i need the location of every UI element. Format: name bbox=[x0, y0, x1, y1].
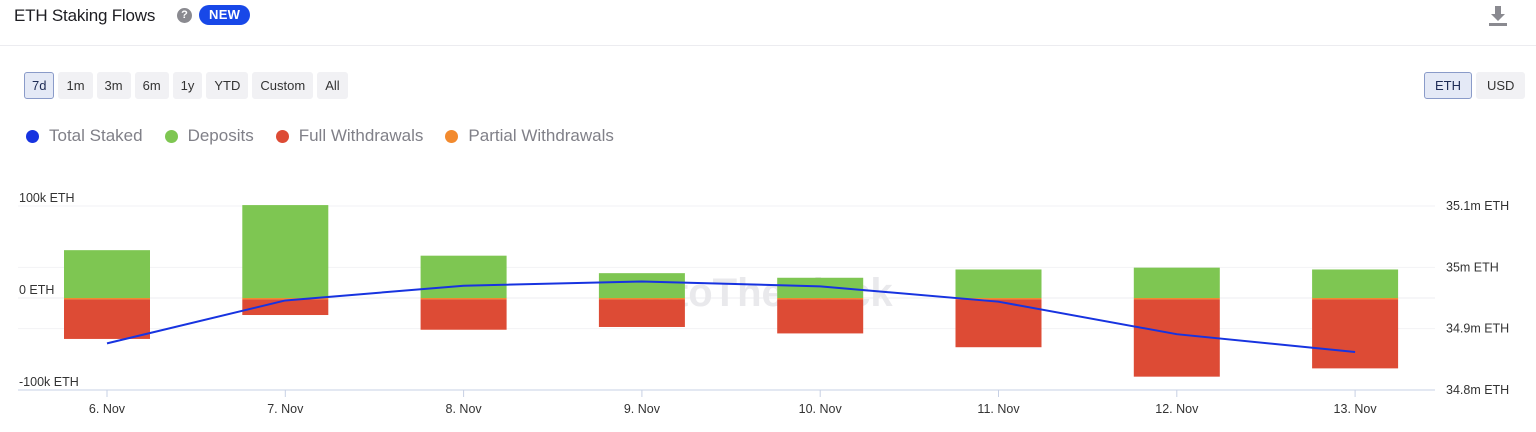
left-axis-label: 0 ETH bbox=[19, 283, 54, 297]
chart-header: ETH Staking Flows ? NEW bbox=[0, 0, 1536, 46]
deposit-bar bbox=[777, 277, 864, 298]
range-button-6m[interactable]: 6m bbox=[134, 72, 169, 99]
x-tick-label: 13. Nov bbox=[1334, 402, 1378, 416]
partial-withdrawal-bar bbox=[1312, 298, 1399, 300]
deposit-bar bbox=[955, 269, 1042, 298]
partial-withdrawal-bar bbox=[420, 298, 507, 300]
x-tick-label: 8. Nov bbox=[446, 402, 483, 416]
right-axis-label: 34.9m ETH bbox=[1446, 322, 1509, 336]
deposit-bar bbox=[64, 250, 150, 298]
unit-selector: ETH USD bbox=[1424, 72, 1526, 99]
legend-marker bbox=[445, 129, 459, 143]
help-icon[interactable]: ? bbox=[177, 8, 192, 23]
x-tick-label: 6. Nov bbox=[89, 402, 126, 416]
range-button-all[interactable]: All bbox=[317, 72, 348, 99]
range-button-1m[interactable]: 1m bbox=[58, 72, 93, 99]
deposit-bar bbox=[1133, 267, 1220, 298]
legend-label: Deposits bbox=[187, 126, 254, 145]
legend-label: Total Staked bbox=[49, 126, 143, 145]
download-icon[interactable] bbox=[1488, 5, 1508, 27]
right-axis-label: 35m ETH bbox=[1446, 260, 1499, 274]
partial-withdrawal-bar bbox=[1133, 298, 1220, 300]
total-staked-line bbox=[106, 280, 1356, 353]
range-button-ytd[interactable]: YTD bbox=[206, 72, 249, 99]
legend-item-deposits[interactable]: Deposits bbox=[164, 126, 254, 146]
range-button-custom[interactable]: Custom bbox=[252, 72, 314, 99]
legend-item-full-withdrawals[interactable]: Full Withdrawals bbox=[275, 126, 424, 146]
legend-marker bbox=[275, 129, 289, 143]
left-axis-label: -100k ETH bbox=[19, 375, 79, 389]
legend-label: Full Withdrawals bbox=[298, 126, 424, 145]
legend-marker bbox=[26, 129, 39, 143]
x-tick-label: 7. Nov bbox=[267, 402, 304, 416]
x-tick-label: 12. Nov bbox=[1155, 402, 1199, 416]
legend-item-partial-withdrawals[interactable]: Partial Withdrawals bbox=[445, 126, 614, 146]
partial-withdrawal-bar bbox=[777, 298, 864, 300]
left-axis-label: 100k ETH bbox=[19, 191, 75, 205]
range-button-3m[interactable]: 3m bbox=[96, 72, 131, 99]
range-button-7d[interactable]: 7d bbox=[24, 72, 55, 99]
legend-item-total-staked[interactable]: Total Staked bbox=[26, 126, 143, 146]
full-withdrawal-bar bbox=[64, 299, 150, 339]
x-tick-label: 9. Nov bbox=[624, 402, 661, 416]
partial-withdrawal-bar bbox=[64, 298, 150, 300]
right-axis-label: 34.8m ETH bbox=[1446, 383, 1509, 397]
full-withdrawal-bar bbox=[1312, 299, 1399, 369]
partial-withdrawal-bar bbox=[242, 298, 329, 300]
legend-marker bbox=[164, 129, 178, 143]
deposit-bar bbox=[1312, 269, 1399, 298]
deposit-bar bbox=[420, 255, 507, 298]
full-withdrawal-bar bbox=[420, 299, 507, 330]
chart-legend: Total Staked Deposits Full Withdrawals Part… bbox=[26, 126, 614, 146]
deposit-bar bbox=[242, 205, 329, 298]
unit-button-eth[interactable]: ETH bbox=[1424, 72, 1472, 99]
partial-withdrawal-bar bbox=[955, 298, 1042, 300]
full-withdrawal-bar bbox=[777, 299, 864, 334]
legend-label: Partial Withdrawals bbox=[468, 126, 614, 145]
range-button-1y[interactable]: 1y bbox=[172, 72, 203, 99]
chart-title: ETH Staking Flows bbox=[14, 6, 156, 25]
right-axis-label: 35.1m ETH bbox=[1446, 199, 1509, 213]
unit-button-usd[interactable]: USD bbox=[1476, 72, 1526, 99]
x-tick-label: 10. Nov bbox=[799, 402, 843, 416]
partial-withdrawal-bar bbox=[598, 298, 685, 300]
x-tick-label: 11. Nov bbox=[977, 402, 1020, 416]
time-range-selector: 7d 1m 3m 6m 1y YTD Custom All bbox=[24, 72, 348, 99]
full-withdrawal-bar bbox=[242, 299, 329, 316]
new-badge: NEW bbox=[199, 5, 251, 25]
deposit-bar bbox=[598, 273, 685, 298]
full-withdrawal-bar bbox=[598, 299, 685, 327]
